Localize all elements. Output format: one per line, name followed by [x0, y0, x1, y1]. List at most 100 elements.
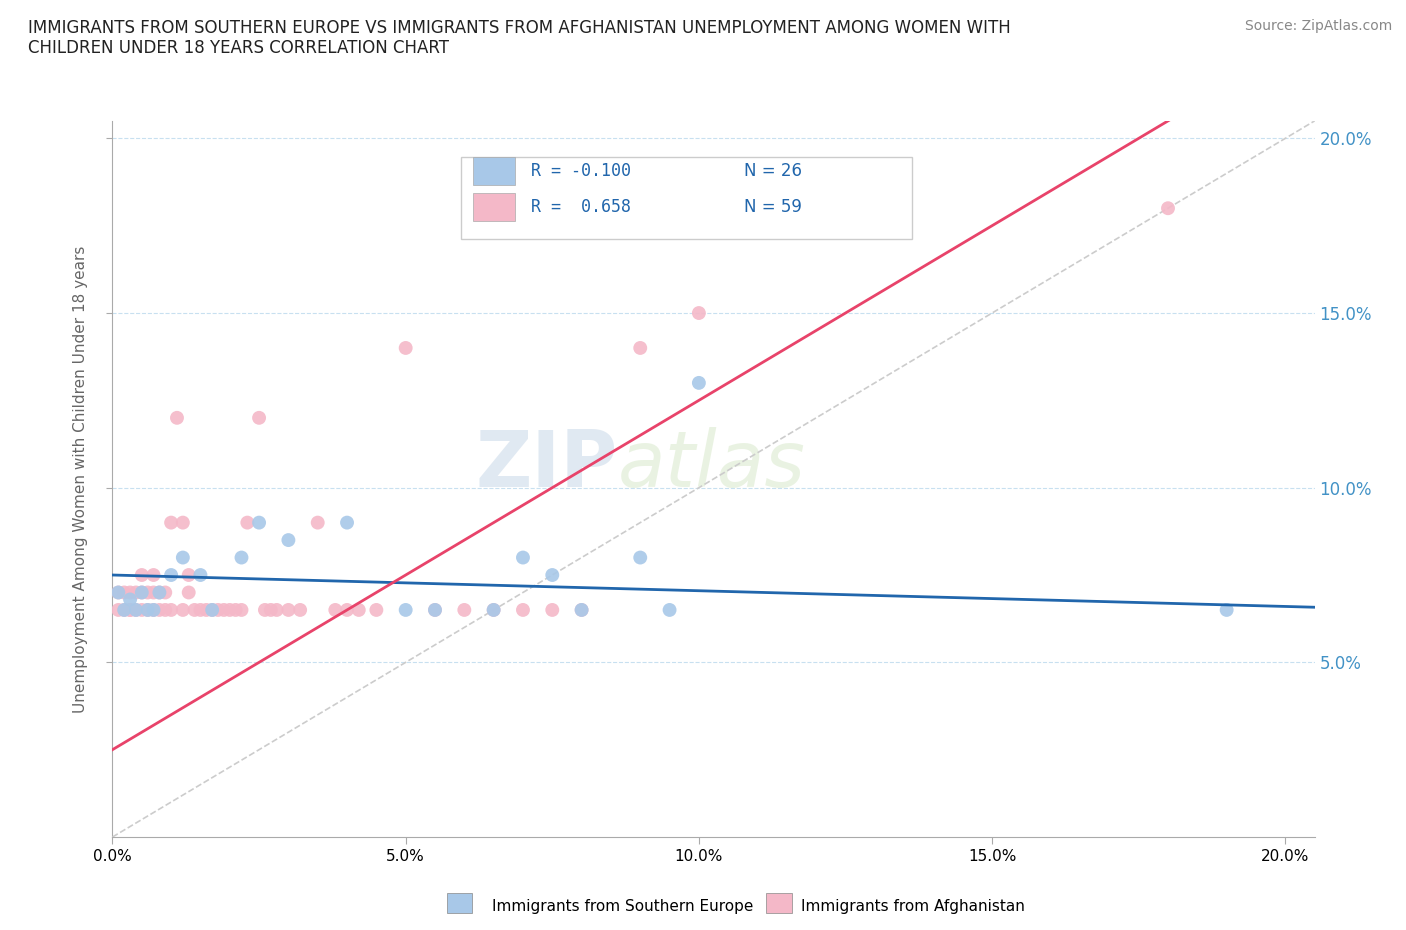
Point: [142, 567, 165, 582]
Point: [336, 515, 359, 530]
Point: [201, 603, 224, 618]
Point: [247, 410, 270, 425]
Point: [628, 340, 651, 355]
Text: Source: ZipAtlas.com: Source: ZipAtlas.com: [1244, 19, 1392, 33]
Text: IMMIGRANTS FROM SOUTHERN EUROPE VS IMMIGRANTS FROM AFGHANISTAN UNEMPLOYMENT AMON: IMMIGRANTS FROM SOUTHERN EUROPE VS IMMIG…: [28, 19, 1011, 58]
Point: [395, 603, 418, 618]
Text: Immigrants from Afghanistan: Immigrants from Afghanistan: [801, 899, 1025, 914]
Bar: [472, 193, 515, 221]
Point: [247, 515, 270, 530]
Point: [201, 603, 224, 618]
Point: [131, 585, 153, 600]
Point: [125, 603, 148, 618]
Point: [512, 551, 534, 565]
Point: [190, 603, 212, 618]
Point: [166, 410, 188, 425]
Point: [148, 585, 170, 600]
Point: [172, 515, 194, 530]
Point: [231, 603, 253, 618]
Point: [347, 603, 370, 618]
Point: [366, 603, 388, 618]
Point: [423, 603, 446, 618]
Point: [112, 603, 135, 618]
Point: [423, 603, 446, 618]
Point: [225, 603, 247, 618]
Point: [688, 376, 710, 391]
Bar: [472, 156, 515, 185]
Point: [160, 515, 183, 530]
Point: [190, 567, 212, 582]
Point: [172, 603, 194, 618]
Point: [136, 603, 159, 618]
Point: [288, 603, 311, 618]
Point: [177, 585, 200, 600]
Point: [107, 585, 129, 600]
Point: [131, 567, 153, 582]
Point: [131, 603, 153, 618]
Point: [571, 603, 593, 618]
Text: R = -0.100: R = -0.100: [531, 162, 631, 180]
Point: [512, 603, 534, 618]
Point: [183, 603, 205, 618]
Point: [112, 603, 135, 618]
Point: [107, 603, 129, 618]
Point: [688, 306, 710, 321]
FancyBboxPatch shape: [461, 156, 912, 239]
Point: [395, 340, 418, 355]
Text: N = 59: N = 59: [744, 198, 801, 216]
Point: [112, 585, 135, 600]
Bar: [766, 893, 792, 913]
Point: [177, 567, 200, 582]
Y-axis label: Unemployment Among Women with Children Under 18 years: Unemployment Among Women with Children U…: [73, 246, 89, 712]
Point: [155, 603, 177, 618]
Point: [136, 585, 159, 600]
Point: [628, 551, 651, 565]
Text: atlas: atlas: [617, 427, 806, 502]
Point: [266, 603, 288, 618]
Point: [120, 585, 142, 600]
Point: [136, 603, 159, 618]
Text: Immigrants from Southern Europe: Immigrants from Southern Europe: [492, 899, 754, 914]
Point: [120, 603, 142, 618]
Point: [120, 592, 142, 607]
Point: [212, 603, 235, 618]
Point: [658, 603, 681, 618]
Point: [260, 603, 283, 618]
Point: [453, 603, 475, 618]
Point: [482, 603, 505, 618]
Point: [160, 567, 183, 582]
Point: [571, 603, 593, 618]
Point: [323, 603, 346, 618]
Point: [131, 585, 153, 600]
Point: [172, 551, 194, 565]
Point: [142, 585, 165, 600]
Bar: [447, 893, 472, 913]
Point: [253, 603, 276, 618]
Text: R =  0.658: R = 0.658: [531, 198, 631, 216]
Point: [148, 603, 170, 618]
Point: [541, 567, 564, 582]
Point: [142, 603, 165, 618]
Point: [1157, 201, 1180, 216]
Point: [195, 603, 218, 618]
Point: [277, 603, 299, 618]
Text: ZIP: ZIP: [475, 427, 617, 502]
Point: [541, 603, 564, 618]
Point: [231, 551, 253, 565]
Point: [307, 515, 329, 530]
Point: [107, 585, 129, 600]
Point: [336, 603, 359, 618]
Point: [142, 603, 165, 618]
Point: [236, 515, 259, 530]
Point: [1215, 603, 1237, 618]
Point: [207, 603, 229, 618]
Point: [218, 603, 240, 618]
Point: [125, 585, 148, 600]
Point: [155, 585, 177, 600]
Point: [482, 603, 505, 618]
Point: [277, 533, 299, 548]
Text: N = 26: N = 26: [744, 162, 801, 180]
Point: [148, 585, 170, 600]
Point: [125, 603, 148, 618]
Point: [160, 603, 183, 618]
